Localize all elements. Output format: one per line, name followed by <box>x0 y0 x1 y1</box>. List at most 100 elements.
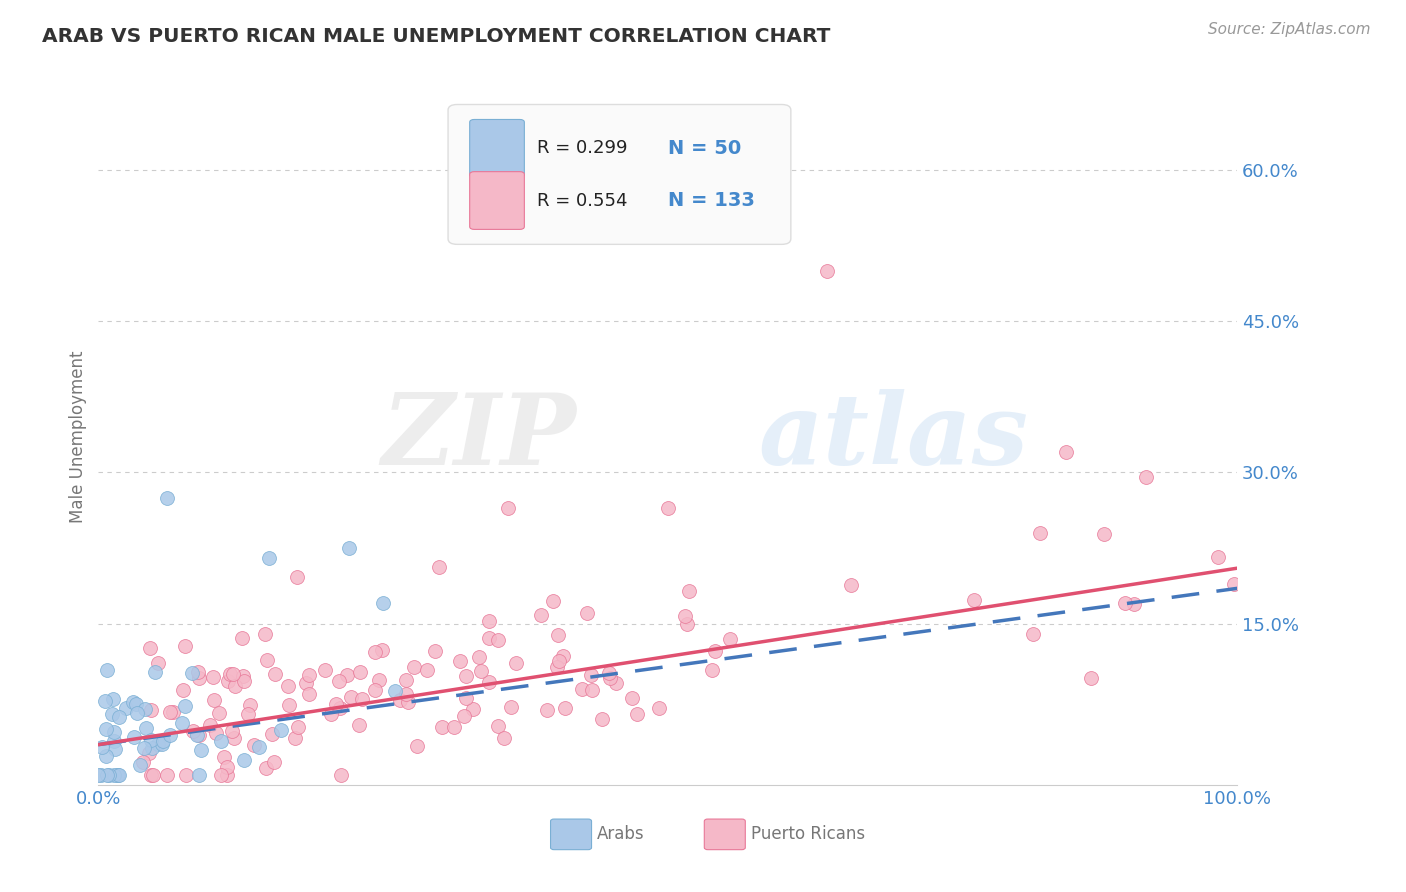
Point <box>319 707 342 722</box>
Point <box>364 683 387 698</box>
Point <box>349 718 371 732</box>
Point <box>605 675 627 690</box>
Point <box>146 656 169 670</box>
Point <box>427 559 450 574</box>
Point <box>247 740 270 755</box>
Point <box>218 667 240 681</box>
Text: N = 50: N = 50 <box>668 139 741 158</box>
Point <box>478 631 501 645</box>
Point <box>328 674 350 689</box>
Point <box>190 743 212 757</box>
Text: R = 0.299: R = 0.299 <box>537 139 627 157</box>
Point <box>416 663 439 677</box>
Point <box>287 720 309 734</box>
Point <box>530 608 553 623</box>
Point <box>232 669 254 683</box>
Point <box>349 665 371 679</box>
Point <box>1114 596 1136 610</box>
Point <box>1223 576 1246 591</box>
Point <box>468 650 491 665</box>
Point <box>217 674 239 689</box>
FancyBboxPatch shape <box>704 819 745 850</box>
Point <box>224 679 246 693</box>
Point <box>402 660 425 674</box>
Point <box>486 719 509 733</box>
Point <box>209 734 232 748</box>
Point <box>505 656 527 670</box>
Point <box>554 700 576 714</box>
Point <box>337 541 360 555</box>
Point <box>815 263 838 277</box>
Text: N = 133: N = 133 <box>668 191 755 210</box>
Point <box>107 768 129 782</box>
Text: ARAB VS PUERTO RICAN MALE UNEMPLOYMENT CORRELATION CHART: ARAB VS PUERTO RICAN MALE UNEMPLOYMENT C… <box>42 27 831 45</box>
Point <box>621 690 644 705</box>
Point <box>1080 671 1102 685</box>
Point <box>1029 526 1052 541</box>
Point <box>186 729 208 743</box>
Point <box>839 578 862 592</box>
Point <box>238 706 260 721</box>
Point <box>103 768 125 782</box>
Point <box>222 731 245 745</box>
Point <box>329 701 352 715</box>
Point <box>703 643 725 657</box>
Point <box>170 716 193 731</box>
Point <box>336 668 359 682</box>
Point <box>209 768 232 782</box>
Point <box>94 723 117 737</box>
Point <box>104 742 127 756</box>
Point <box>371 642 394 657</box>
Point <box>231 631 253 645</box>
Point <box>188 768 211 782</box>
Point <box>135 721 157 735</box>
Point <box>233 674 256 689</box>
Point <box>105 768 128 782</box>
Point <box>541 594 564 608</box>
Point <box>96 664 118 678</box>
Point <box>700 664 723 678</box>
Point <box>172 682 194 697</box>
Point <box>648 700 671 714</box>
Point <box>139 703 162 717</box>
Point <box>657 500 679 515</box>
Point <box>139 768 162 782</box>
Point <box>221 724 243 739</box>
Point <box>1206 550 1229 565</box>
Point <box>389 692 412 706</box>
Text: R = 0.554: R = 0.554 <box>537 192 627 210</box>
Point <box>159 706 181 720</box>
Point <box>678 583 700 598</box>
Point <box>1094 527 1116 541</box>
Point <box>453 709 475 723</box>
Point <box>103 725 125 739</box>
Point <box>325 697 347 711</box>
Point <box>254 761 277 775</box>
Point <box>208 706 231 720</box>
Point <box>91 740 114 755</box>
Point <box>536 703 558 717</box>
Point <box>141 732 163 747</box>
Point <box>499 699 522 714</box>
Point <box>1054 445 1078 459</box>
Point <box>96 748 118 763</box>
Text: Puerto Ricans: Puerto Ricans <box>751 825 865 843</box>
Point <box>598 665 620 680</box>
Point <box>492 731 515 745</box>
Point <box>232 752 254 766</box>
Point <box>107 710 129 724</box>
Point <box>222 666 245 681</box>
Point <box>1122 597 1144 611</box>
Point <box>396 694 419 708</box>
Point <box>718 632 741 647</box>
FancyBboxPatch shape <box>551 819 592 850</box>
FancyBboxPatch shape <box>449 104 790 244</box>
Text: Arabs: Arabs <box>598 825 645 843</box>
Point <box>100 707 122 722</box>
Point <box>599 671 621 685</box>
Point <box>1135 470 1157 484</box>
Point <box>187 665 209 679</box>
Point <box>581 668 603 682</box>
Point <box>132 755 155 769</box>
Point <box>181 665 204 680</box>
